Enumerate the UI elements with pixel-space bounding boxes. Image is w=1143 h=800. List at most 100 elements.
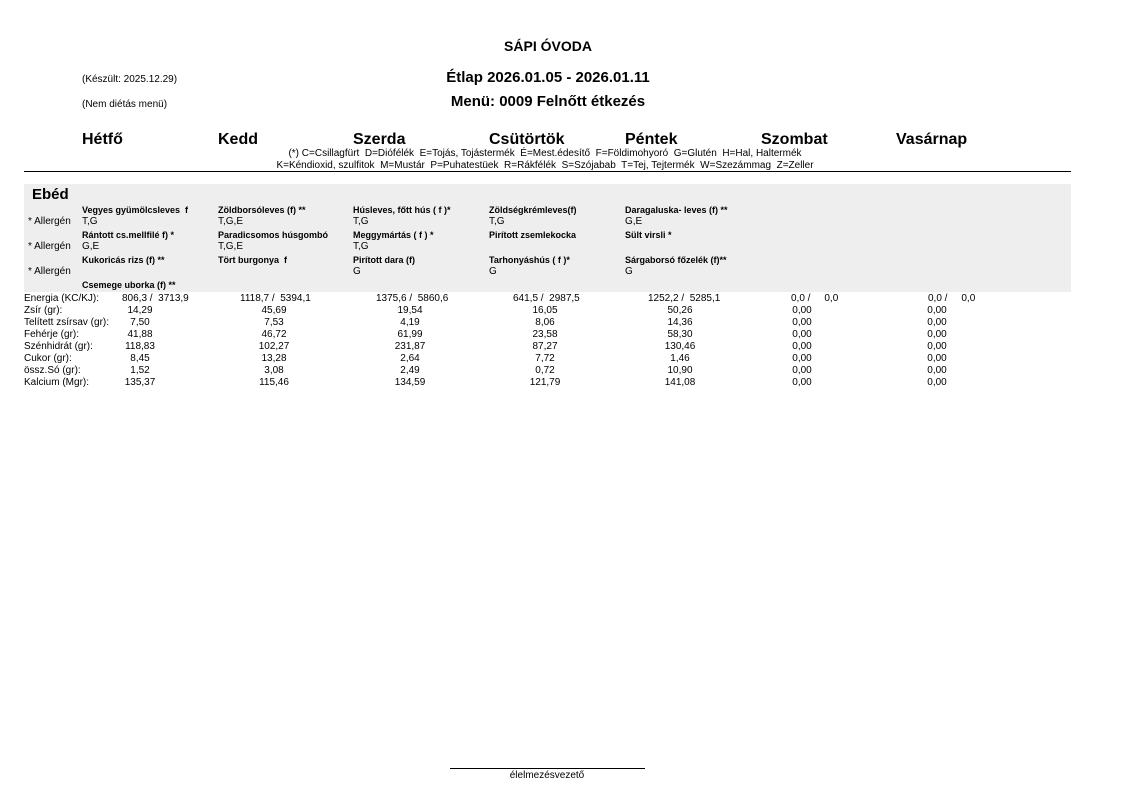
course-allergens: G,E	[82, 241, 100, 252]
day-header: Csütörtök	[489, 131, 565, 148]
allergen-label: * Allergén	[28, 266, 71, 277]
day-header: Vasárnap	[896, 131, 967, 148]
course-allergens: G	[625, 266, 633, 277]
course-name: Daragaluska- leves (f) **	[625, 205, 728, 215]
course-name: Pirított dara (f)	[353, 255, 415, 265]
allergen-legend: K=Kéndioxid, szulfitok M=Mustár P=Puhate…	[276, 160, 814, 171]
nutrient-label: Zsír (gr):	[24, 305, 62, 316]
nutrient-value: 8,45	[130, 353, 150, 364]
diet-note: (Nem diétás menü)	[82, 99, 167, 110]
nutrient-value: 0,00	[927, 365, 947, 376]
nutrient-value: 0,72	[535, 365, 555, 376]
nutrient-value: 0,00	[792, 353, 812, 364]
nutrient-value: 58,30	[667, 329, 692, 340]
day-header: Szombat	[761, 131, 828, 148]
course-allergens: T,G	[353, 241, 369, 252]
course-allergens: T,G	[353, 216, 369, 227]
course-name: Sárgaborsó főzelék (f)**	[625, 255, 727, 265]
nutrient-label: össz.Só (gr):	[24, 365, 81, 376]
course-allergens: T,G	[489, 216, 505, 227]
nutrient-value: 61,99	[397, 329, 422, 340]
nutrient-value: 2,64	[400, 353, 420, 364]
nutrient-value: 14,36	[667, 317, 692, 328]
nutrient-value: 806,3 / 3713,9	[122, 293, 189, 304]
course-allergens: G	[489, 266, 497, 277]
nutrient-value: 13,28	[261, 353, 286, 364]
day-header: Szerda	[353, 131, 406, 148]
signature-label: élelmezésvezető	[510, 770, 585, 781]
nutrient-value: 0,00	[792, 317, 812, 328]
nutrient-value: 46,72	[261, 329, 286, 340]
course-name: Vegyes gyümölcsleves f	[82, 205, 189, 215]
nutrient-value: 1375,6 / 5860,6	[376, 293, 449, 304]
nutrient-value: 118,83	[125, 341, 155, 352]
nutrient-value: 0,00	[792, 341, 812, 352]
nutrient-label: Telített zsírsav (gr):	[24, 317, 109, 328]
nutrient-value: 0,00	[927, 353, 947, 364]
course-name: Meggymártás ( f ) *	[353, 230, 434, 240]
nutrient-label: Szénhidrát (gr):	[24, 341, 93, 352]
nutrient-value: 1,52	[130, 365, 150, 376]
nutrient-value: 102,27	[259, 341, 290, 352]
course-name: Paradicsomos húsgombó	[218, 230, 329, 240]
nutrient-value: 50,26	[667, 305, 692, 316]
nutrient-value: 7,72	[535, 353, 555, 364]
nutrient-value: 115,46	[259, 377, 289, 388]
nutrient-value: 0,00	[927, 341, 947, 352]
allergen-legend: (*) C=Csillagfürt D=Diófélék E=Tojás, To…	[288, 146, 802, 159]
meal-box	[24, 184, 1071, 292]
course-allergens: T,G,E	[218, 216, 243, 227]
nutrient-label: Cukor (gr):	[24, 353, 72, 364]
course-name: Sült virsli *	[625, 230, 672, 240]
course-name: Húsleves, főtt hús ( f )*	[353, 205, 451, 215]
allergen-label: * Allergén	[28, 241, 71, 252]
nutrient-value: 2,49	[400, 365, 420, 376]
nutrient-value: 7,53	[264, 317, 284, 328]
nutrient-value: 1252,2 / 5285,1	[648, 293, 721, 304]
nutrient-value: 130,46	[665, 341, 696, 352]
course-allergens: G	[353, 266, 361, 277]
course-name: Zöldborsóleves (f) **	[218, 205, 306, 215]
nutrient-value: 1118,7 / 5394,1	[240, 293, 311, 304]
menu-title: Étlap 2026.01.05 - 2026.01.11	[446, 69, 650, 86]
menu-name: Menü: 0009 Felnőtt étkezés	[451, 93, 645, 110]
nutrient-value: 134,59	[395, 377, 426, 388]
nutrient-value: 0,00	[792, 377, 812, 388]
nutrient-value: 0,00	[927, 329, 947, 340]
day-header: Péntek	[625, 131, 678, 148]
course-name: Zöldségkrémleves(f)	[489, 205, 577, 215]
nutrient-value: 1,46	[670, 353, 690, 364]
course-name: Pirított zsemlekocka	[489, 230, 577, 240]
course-name: Tarhonyáshús ( f )*	[489, 255, 570, 265]
course-allergens: G,E	[625, 216, 643, 227]
nutrient-value: 3,08	[264, 365, 284, 376]
nutrient-value: 135,37	[125, 377, 156, 388]
nutrient-value: 121,79	[530, 377, 561, 388]
meal-name: Ebéd	[32, 186, 69, 203]
nutrient-label: Kalcium (Mgr):	[24, 377, 89, 388]
nutrient-value: 16,05	[532, 305, 557, 316]
nutrient-label: Energia (KC/KJ):	[24, 293, 99, 304]
nutrient-value: 0,0 / 0,0	[928, 293, 976, 304]
created-date: (Készült: 2025.12.29)	[82, 74, 177, 85]
nutrient-value: 7,50	[130, 317, 150, 328]
course-name: Tört burgonya f	[218, 255, 288, 265]
day-header: Kedd	[218, 131, 258, 148]
nutrient-value: 4,19	[400, 317, 420, 328]
nutrient-value: 231,87	[395, 341, 426, 352]
nutrient-value: 87,27	[532, 341, 557, 352]
nutrient-value: 0,0 / 0,0	[791, 293, 839, 304]
nutrient-value: 0,00	[792, 329, 812, 340]
nutrient-value: 19,54	[397, 305, 422, 316]
day-header: Hétfő	[82, 131, 123, 148]
nutrient-value: 14,29	[127, 305, 152, 316]
nutrient-value: 41,88	[127, 329, 152, 340]
course-name: Csemege uborka (f) **	[82, 280, 176, 290]
nutrient-value: 141,08	[665, 377, 696, 388]
nutrient-value: 45,69	[261, 305, 286, 316]
nutrient-value: 0,00	[792, 305, 812, 316]
nutrient-label: Fehérje (gr):	[24, 329, 79, 340]
allergen-label: * Allergén	[28, 216, 71, 227]
